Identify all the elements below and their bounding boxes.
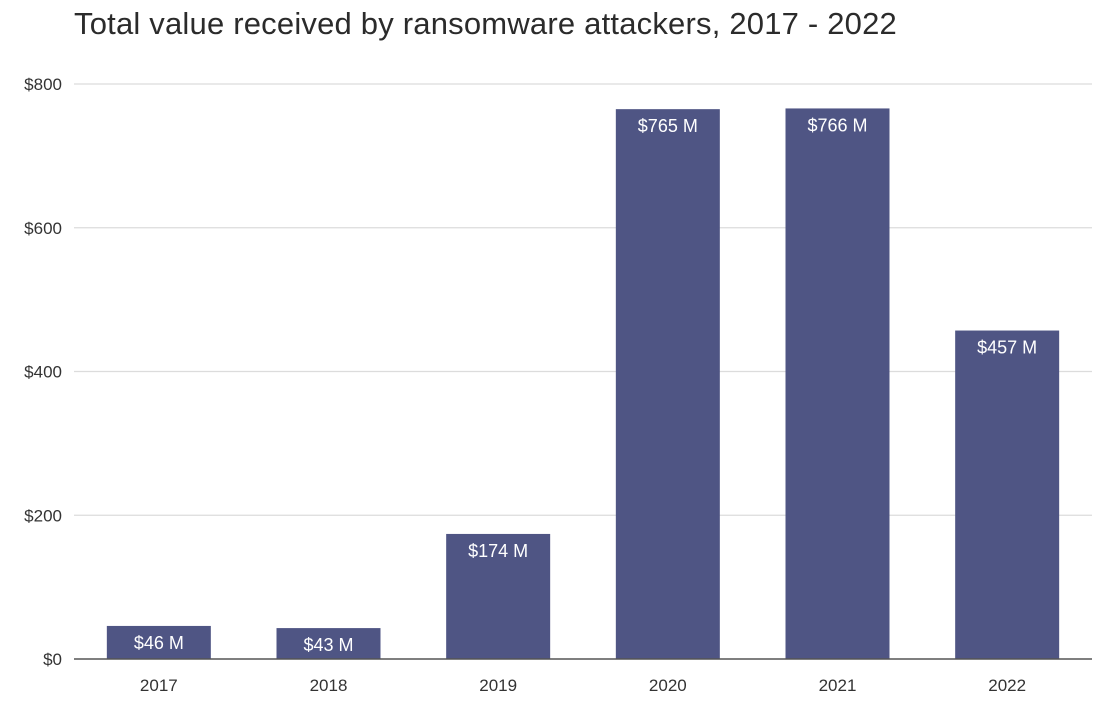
bar xyxy=(106,625,211,659)
y-tick-label: $0 xyxy=(43,650,62,669)
bar xyxy=(615,109,720,659)
x-tick-label: 2022 xyxy=(988,676,1026,695)
bar-data-label: $46 M xyxy=(134,633,184,653)
bar-data-label: $43 M xyxy=(303,635,353,655)
x-tick-label: 2021 xyxy=(819,676,857,695)
y-tick-label: $800 xyxy=(24,75,62,94)
x-tick-label: 2020 xyxy=(649,676,687,695)
x-tick-label: 2018 xyxy=(310,676,348,695)
y-tick-label: $400 xyxy=(24,363,62,382)
y-tick-label: $200 xyxy=(24,506,62,525)
bar-data-label: $457 M xyxy=(977,338,1037,358)
bar-data-label: $174 M xyxy=(468,541,528,561)
chart-title: Total value received by ransomware attac… xyxy=(74,6,898,41)
x-tick-label: 2019 xyxy=(479,676,517,695)
bar xyxy=(276,628,381,659)
bar xyxy=(785,108,890,659)
bar-data-label: $766 M xyxy=(807,115,867,135)
x-tick-label: 2017 xyxy=(140,676,178,695)
bar xyxy=(955,330,1060,659)
y-tick-label: $600 xyxy=(24,219,62,238)
bar-data-label: $765 M xyxy=(638,116,698,136)
bar xyxy=(446,533,551,659)
